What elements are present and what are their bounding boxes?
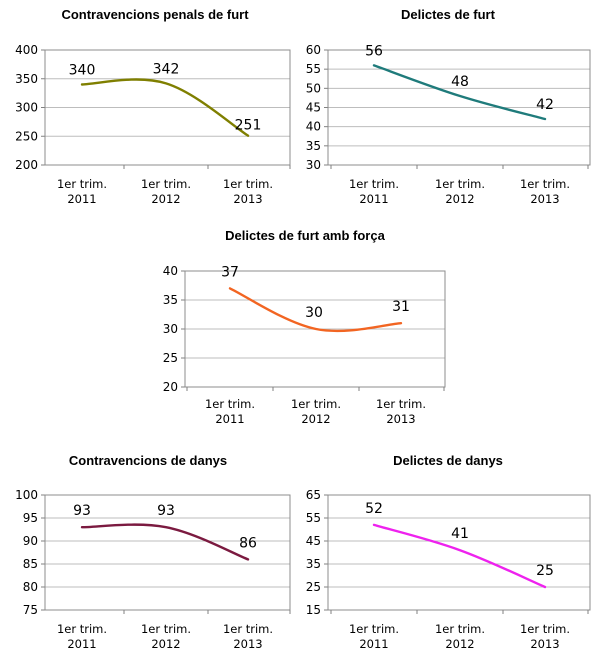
x-tick-label-year: 2013 — [386, 412, 415, 426]
x-tick-label: 1er trim. — [291, 397, 341, 411]
series-line — [372, 523, 547, 589]
plot-area — [44, 49, 291, 166]
data-label: 37 — [221, 264, 239, 280]
y-tick-label: 40 — [163, 264, 178, 278]
x-tick-label-year: 2012 — [301, 412, 330, 426]
x-tick-label-year: 2012 — [445, 637, 474, 651]
y-tick-label: 250 — [15, 129, 38, 143]
y-tick-label: 85 — [23, 557, 38, 571]
y-tick-label: 25 — [306, 580, 321, 594]
x-tick-label-year: 2011 — [359, 192, 388, 206]
series-line — [228, 287, 403, 333]
y-tick-label: 80 — [23, 580, 38, 594]
chart-delictes-de-furt-amb-for-a: Delictes de furt amb força 20 25 30 35 40 1er … — [163, 228, 446, 426]
chart-title: Delictes de danys — [393, 453, 503, 468]
y-tick-label: 25 — [163, 351, 178, 365]
x-tick-label-year: 2011 — [215, 412, 244, 426]
data-label: 31 — [392, 299, 410, 315]
data-label: 340 — [69, 63, 96, 79]
x-tick-label: 1er trim. — [376, 397, 426, 411]
data-label: 86 — [239, 535, 257, 551]
data-label: 52 — [365, 501, 383, 517]
x-tick-label: 1er trim. — [520, 177, 570, 191]
data-label: 93 — [157, 503, 175, 519]
chart-title: Contravencions de danys — [69, 453, 227, 468]
x-tick-label-year: 2012 — [151, 192, 180, 206]
data-label: 56 — [365, 43, 383, 59]
x-tick-label-year: 2011 — [67, 637, 96, 651]
data-label: 342 — [153, 61, 180, 77]
chart-title: Contravencions penals de furt — [61, 7, 249, 22]
x-tick-label-year: 2012 — [151, 637, 180, 651]
y-tick-label: 45 — [306, 101, 321, 115]
chart-title: Delictes de furt — [401, 7, 496, 22]
y-tick-label: 35 — [163, 293, 178, 307]
x-tick-label: 1er trim. — [141, 622, 191, 636]
chart-title: Delictes de furt amb força — [225, 228, 385, 243]
x-tick-label: 1er trim. — [223, 177, 273, 191]
data-label: 30 — [305, 305, 323, 321]
y-tick-label: 200 — [15, 158, 38, 172]
data-label: 93 — [73, 503, 91, 519]
series-line — [80, 523, 250, 561]
y-tick-label: 100 — [15, 488, 38, 502]
x-tick-label-year: 2011 — [359, 637, 388, 651]
y-tick-label: 350 — [15, 72, 38, 86]
y-tick-label: 35 — [306, 557, 321, 571]
data-label: 41 — [451, 526, 469, 542]
x-tick-label: 1er trim. — [223, 622, 273, 636]
y-tick-label: 75 — [23, 603, 38, 617]
y-tick-label: 60 — [306, 43, 321, 57]
x-tick-label-year: 2013 — [233, 192, 262, 206]
plot-area — [44, 494, 291, 611]
x-tick-label-year: 2013 — [233, 637, 262, 651]
x-tick-label: 1er trim. — [57, 177, 107, 191]
y-tick-label: 95 — [23, 511, 38, 525]
x-tick-label: 1er trim. — [349, 177, 399, 191]
x-tick-label-year: 2013 — [530, 192, 559, 206]
y-tick-label: 20 — [163, 380, 178, 394]
y-tick-label: 40 — [306, 120, 321, 134]
y-tick-label: 55 — [306, 62, 321, 76]
x-tick-label-year: 2013 — [530, 637, 559, 651]
y-tick-label: 45 — [306, 534, 321, 548]
x-tick-label: 1er trim. — [520, 622, 570, 636]
series-line — [80, 78, 250, 137]
plot-area — [184, 270, 446, 388]
data-label: 25 — [536, 563, 554, 579]
y-tick-label: 50 — [306, 81, 321, 95]
plot-area — [327, 49, 591, 166]
x-tick-label: 1er trim. — [435, 622, 485, 636]
x-tick-label: 1er trim. — [141, 177, 191, 191]
y-tick-label: 35 — [306, 139, 321, 153]
y-tick-label: 15 — [306, 603, 321, 617]
plot-area — [327, 494, 591, 611]
data-label: 48 — [451, 74, 469, 90]
y-tick-label: 300 — [15, 101, 38, 115]
chart-contravencions-penals-de-furt: Contravencions penals de furt 200 250 300 35… — [15, 7, 291, 206]
y-tick-label: 55 — [306, 511, 321, 525]
x-tick-label-year: 2011 — [67, 192, 96, 206]
x-tick-label: 1er trim. — [435, 177, 485, 191]
data-label: 42 — [536, 97, 554, 113]
x-tick-label: 1er trim. — [205, 397, 255, 411]
chart-contravencions-de-danys: Contravencions de danys 75 80 85 90 95 100 1er … — [15, 453, 291, 651]
x-tick-label: 1er trim. — [349, 622, 399, 636]
data-label: 251 — [235, 118, 262, 134]
y-tick-label: 400 — [15, 43, 38, 57]
x-tick-label: 1er trim. — [57, 622, 107, 636]
y-tick-label: 30 — [163, 322, 178, 336]
y-tick-label: 65 — [306, 488, 321, 502]
series-line — [372, 64, 547, 121]
y-tick-label: 30 — [306, 158, 321, 172]
y-tick-label: 90 — [23, 534, 38, 548]
x-tick-label-year: 2012 — [445, 192, 474, 206]
